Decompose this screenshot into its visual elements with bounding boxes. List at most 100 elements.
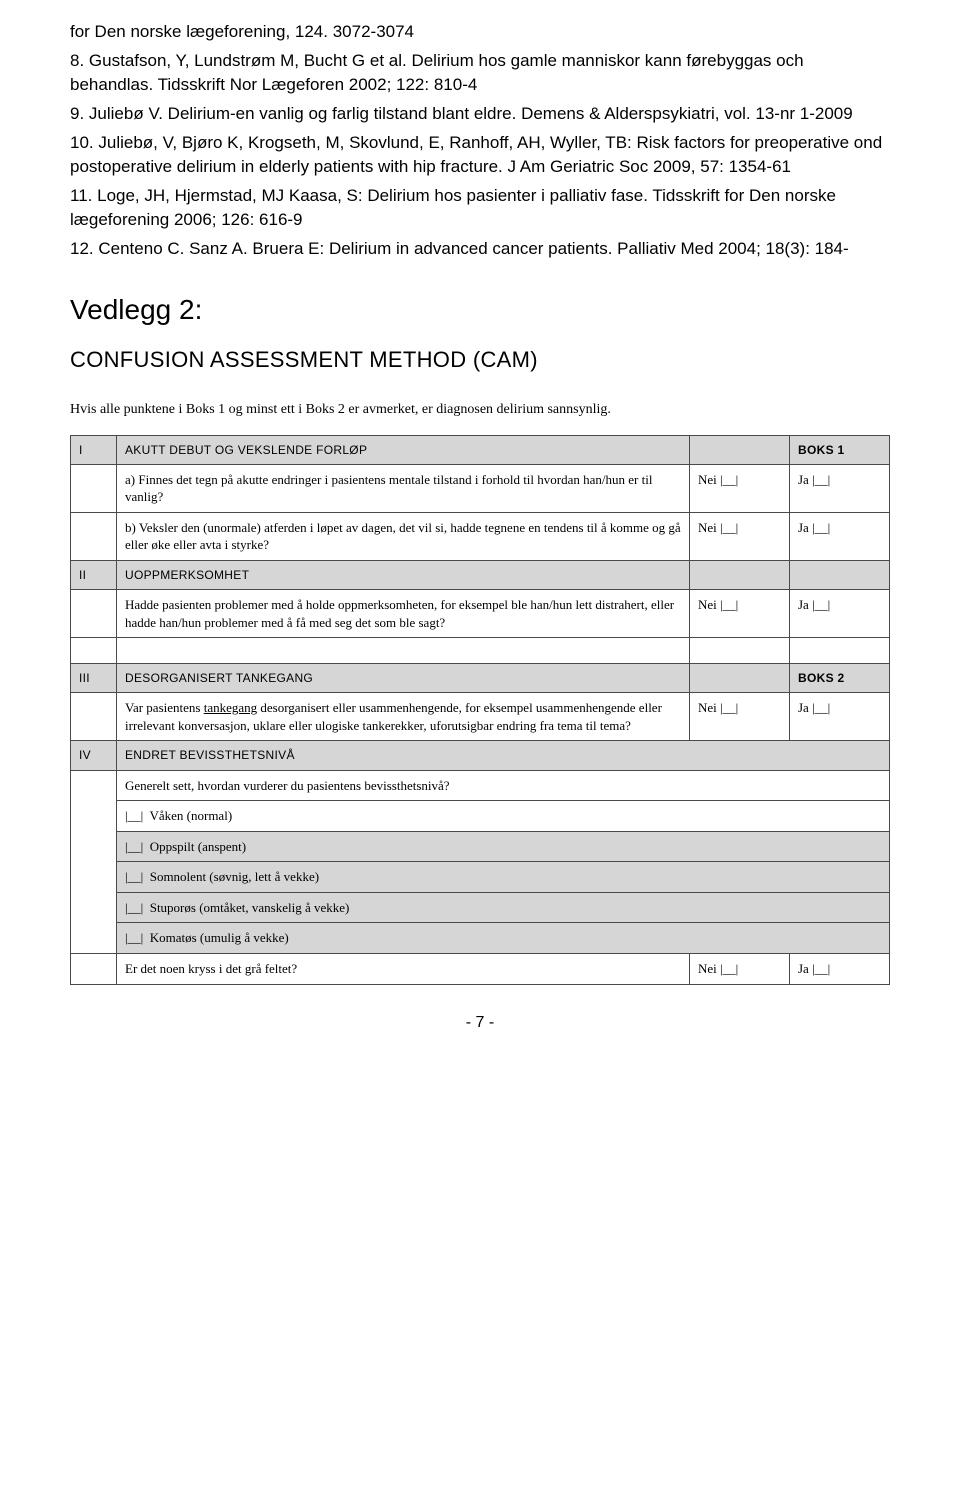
opt-row-1: |__| Oppspilt (anspent) [71, 831, 890, 862]
roman-ii: II [71, 560, 117, 589]
q3-nei[interactable]: Nei |__| [690, 693, 790, 741]
opt-row-3: |__| Stuporøs (omtåket, vanskelig å vekk… [71, 892, 890, 923]
section-1-header: I AKUTT DEBUT OG VEKSLENDE FORLØP BOKS 1 [71, 435, 890, 464]
empty [71, 638, 117, 664]
opt-3[interactable]: |__| Stuporøs (omtåket, vanskelig å vekk… [117, 892, 890, 923]
section-2-title: UOPPMERKSOMHET [117, 560, 690, 589]
section-3-title: DESORGANISERT TANKEGANG [117, 664, 690, 693]
opt-4[interactable]: |__| Komatøs (umulig å vekke) [117, 923, 890, 954]
ref-10: 10. Juliebø, V, Bjøro K, Krogseth, M, Sk… [70, 131, 890, 180]
q3-text: Var pasientens tankegang desorganisert e… [117, 693, 690, 741]
q3-underline: tankegang [204, 700, 257, 715]
empty [790, 638, 890, 664]
ref-text: Juliebø V. Delirium-en vanlig og farlig … [89, 104, 853, 123]
opt-label: Oppspilt (anspent) [150, 839, 246, 854]
opt-row-4: |__| Komatøs (umulig å vekke) [71, 923, 890, 954]
empty [71, 770, 117, 801]
q3-ja[interactable]: Ja |__| [790, 693, 890, 741]
opt-label: Komatøs (umulig å vekke) [150, 930, 289, 945]
empty [71, 590, 117, 638]
empty [117, 638, 690, 664]
q1b-ja[interactable]: Ja |__| [790, 512, 890, 560]
q2-nei[interactable]: Nei |__| [690, 590, 790, 638]
section-1-title: AKUTT DEBUT OG VEKSLENDE FORLØP [117, 435, 690, 464]
ref-num: 8. [70, 51, 84, 70]
checkbox-icon: |__| [125, 839, 143, 854]
section-3-header: III DESORGANISERT TANKEGANG BOKS 2 [71, 664, 890, 693]
opt-label: Våken (normal) [149, 808, 232, 823]
empty [71, 923, 117, 954]
ref-num: 10. [70, 133, 94, 152]
cam-intro: Hvis alle punktene i Boks 1 og minst ett… [70, 400, 890, 420]
checkbox-icon: |__| [125, 808, 143, 823]
spacer-row [71, 638, 890, 664]
checkbox-icon: |__| [125, 930, 143, 945]
final-ja[interactable]: Ja |__| [790, 953, 890, 984]
q2-text: Hadde pasienten problemer med å holde op… [117, 590, 690, 638]
boks-1-label: BOKS 1 [790, 435, 890, 464]
q1a-ja[interactable]: Ja |__| [790, 464, 890, 512]
empty [690, 560, 790, 589]
empty [71, 512, 117, 560]
opt-label: Somnolent (søvnig, lett å vekke) [150, 869, 319, 884]
ref-9: 9. Juliebø V. Delirium-en vanlig og farl… [70, 102, 890, 127]
opt-row-2: |__| Somnolent (søvnig, lett å vekke) [71, 862, 890, 893]
q1a-text: a) Finnes det tegn på akutte endringer i… [117, 464, 690, 512]
cam-table: I AKUTT DEBUT OG VEKSLENDE FORLØP BOKS 1… [70, 435, 890, 985]
section-1-qb: b) Veksler den (unormale) atferden i løp… [71, 512, 890, 560]
ref-num: 9. [70, 104, 84, 123]
opt-1[interactable]: |__| Oppspilt (anspent) [117, 831, 890, 862]
ref-text: Juliebø, V, Bjøro K, Krogseth, M, Skovlu… [70, 133, 882, 177]
opt-0[interactable]: |__| Våken (normal) [117, 801, 890, 832]
section-4-header: IV ENDRET BEVISSTHETSNIVÅ [71, 741, 890, 770]
final-row: Er det noen kryss i det grå feltet? Nei … [71, 953, 890, 984]
empty [71, 862, 117, 893]
q2-ja[interactable]: Ja |__| [790, 590, 890, 638]
empty [790, 560, 890, 589]
vedlegg-heading: Vedlegg 2: [70, 290, 890, 331]
empty [690, 435, 790, 464]
ref-7-tail: for Den norske lægeforening, 124. 3072-3… [70, 20, 890, 45]
cam-form: Hvis alle punktene i Boks 1 og minst ett… [70, 400, 890, 984]
final-nei[interactable]: Nei |__| [690, 953, 790, 984]
ref-12: 12. Centeno C. Sanz A. Bruera E: Deliriu… [70, 237, 890, 262]
section-1-qa: a) Finnes det tegn på akutte endringer i… [71, 464, 890, 512]
empty [71, 831, 117, 862]
section-2-q: Hadde pasienten problemer med å holde op… [71, 590, 890, 638]
q1b-text: b) Veksler den (unormale) atferden i løp… [117, 512, 690, 560]
section-2-header: II UOPPMERKSOMHET [71, 560, 890, 589]
boks-2-label: BOKS 2 [790, 664, 890, 693]
q1b-nei[interactable]: Nei |__| [690, 512, 790, 560]
ref-num: 12. [70, 239, 94, 258]
ref-text: Loge, JH, Hjermstad, MJ Kaasa, S: Deliri… [70, 186, 836, 230]
q1a-nei[interactable]: Nei |__| [690, 464, 790, 512]
opt-row-0: |__| Våken (normal) [71, 801, 890, 832]
ref-11: 11. Loge, JH, Hjermstad, MJ Kaasa, S: De… [70, 184, 890, 233]
ref-text: Gustafson, Y, Lundstrøm M, Bucht G et al… [70, 51, 804, 95]
ref-8: 8. Gustafson, Y, Lundstrøm M, Bucht G et… [70, 49, 890, 98]
checkbox-icon: |__| [125, 900, 143, 915]
section-4-title: ENDRET BEVISSTHETSNIVÅ [117, 741, 890, 770]
opt-label: Stuporøs (omtåket, vanskelig å vekke) [150, 900, 350, 915]
q3-pre: Var pasientens [125, 700, 204, 715]
ref-num: 11. [70, 186, 92, 205]
ref-text: Centeno C. Sanz A. Bruera E: Delirium in… [98, 239, 848, 258]
opt-2[interactable]: |__| Somnolent (søvnig, lett å vekke) [117, 862, 890, 893]
roman-iv: IV [71, 741, 117, 770]
empty [690, 664, 790, 693]
roman-iii: III [71, 664, 117, 693]
empty [690, 638, 790, 664]
empty [71, 464, 117, 512]
empty [71, 892, 117, 923]
empty [71, 953, 117, 984]
final-q: Er det noen kryss i det grå feltet? [117, 953, 690, 984]
page-number: - 7 - [70, 1011, 890, 1034]
roman-i: I [71, 435, 117, 464]
q4-text: Generelt sett, hvordan vurderer du pasie… [117, 770, 890, 801]
section-4-q: Generelt sett, hvordan vurderer du pasie… [71, 770, 890, 801]
checkbox-icon: |__| [125, 869, 143, 884]
empty [71, 801, 117, 832]
cam-heading: CONFUSION ASSESSMENT METHOD (CAM) [70, 344, 890, 376]
section-3-q: Var pasientens tankegang desorganisert e… [71, 693, 890, 741]
empty [71, 693, 117, 741]
